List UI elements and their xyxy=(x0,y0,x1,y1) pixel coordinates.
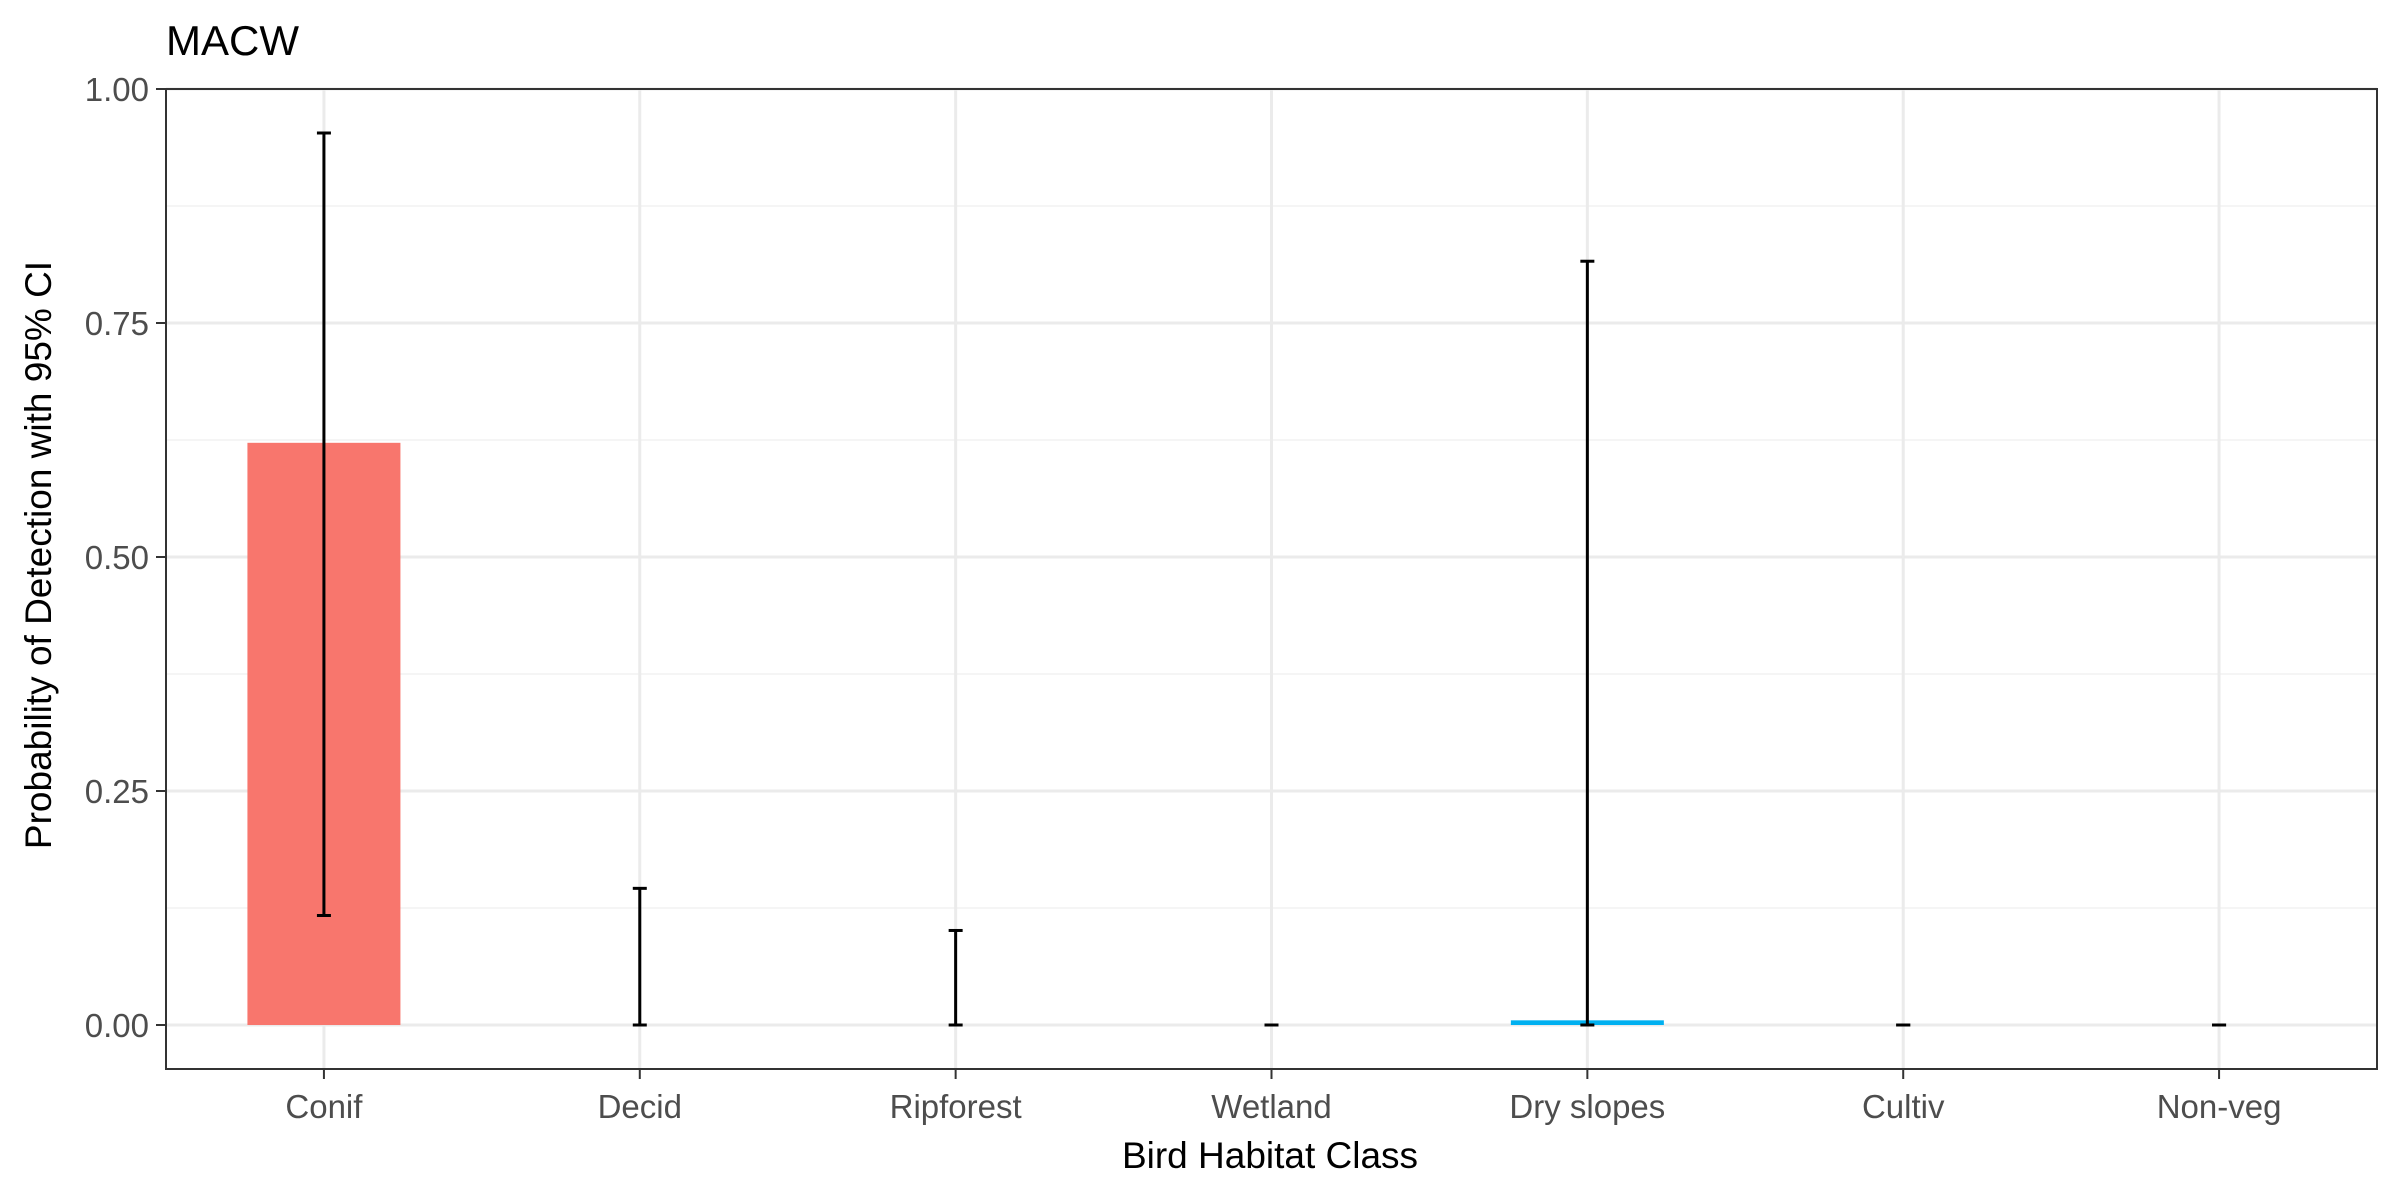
errorbar-dry-slopes xyxy=(1580,259,1595,1027)
errorbar-ripforest xyxy=(948,928,963,1027)
y-tick-label: 0.75 xyxy=(85,305,149,342)
y-tick-label: 0.25 xyxy=(85,773,149,810)
x-axis-title: Bird Habitat Class xyxy=(1122,1135,1418,1176)
y-tick-label: 1.00 xyxy=(85,71,149,108)
x-tick-label: Decid xyxy=(598,1088,682,1125)
error-bars xyxy=(316,131,2227,1027)
y-axis-title: Probability of Detection with 95% CI xyxy=(18,261,59,849)
errorbar-decid xyxy=(632,886,647,1027)
chart-title: MACW xyxy=(166,17,299,64)
x-tick-label: Cultiv xyxy=(1862,1088,1945,1125)
y-axis: 0.00 0.25 0.50 0.75 1.00 xyxy=(85,71,166,1044)
errorbar-conif xyxy=(316,131,331,917)
x-tick-label: Conif xyxy=(285,1088,363,1125)
x-tick-label: Wetland xyxy=(1211,1088,1331,1125)
x-tick-label: Dry slopes xyxy=(1509,1088,1665,1125)
y-tick-label: 0.00 xyxy=(85,1007,149,1044)
y-tick-label: 0.50 xyxy=(85,539,149,576)
x-tick-label: Non-veg xyxy=(2157,1088,2282,1125)
x-tick-label: Ripforest xyxy=(890,1088,1022,1125)
x-axis: Conif Decid Ripforest Wetland Dry slopes Cult… xyxy=(285,1069,2281,1125)
